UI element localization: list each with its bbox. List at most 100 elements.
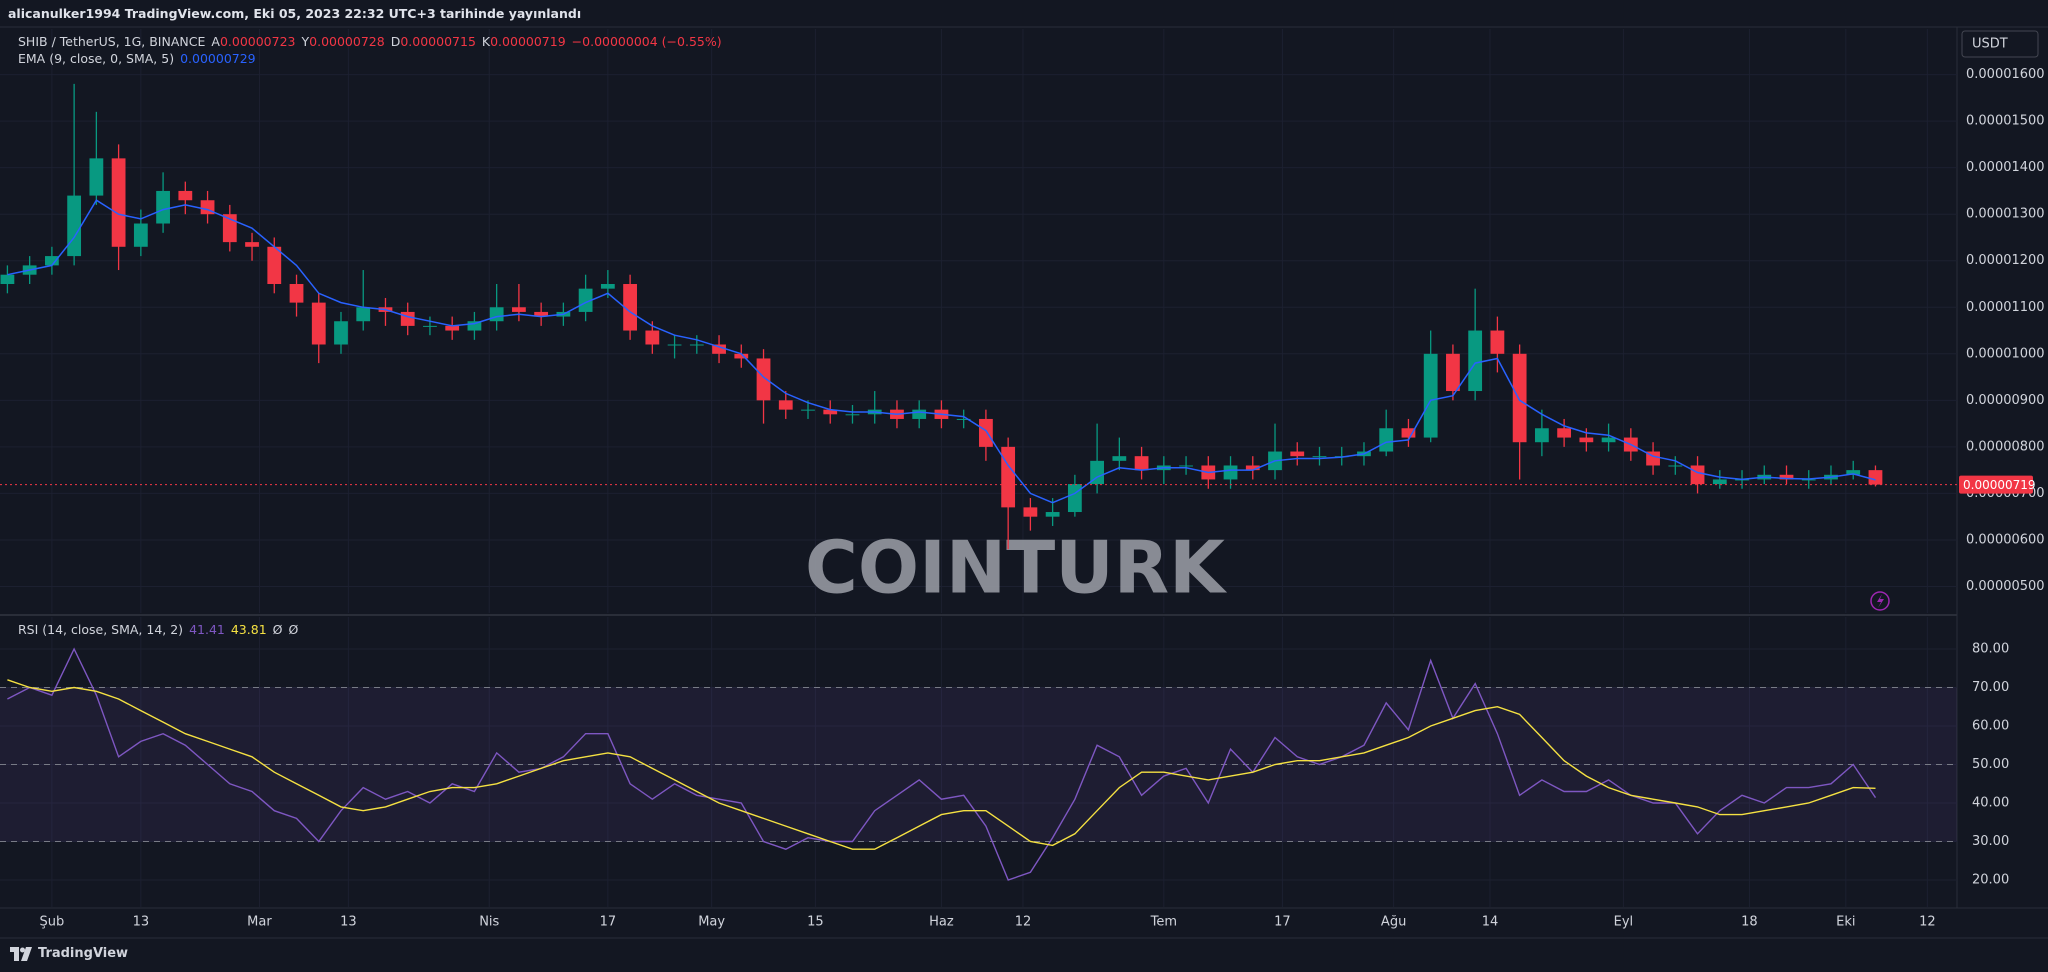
- y-tick-label: 50.00: [1972, 757, 2009, 772]
- candle-body: [1446, 353, 1460, 392]
- candle-body: [1668, 465, 1683, 467]
- candle-body: [845, 414, 860, 416]
- candle-body: [1468, 330, 1483, 392]
- y-tick-label: 0.00001100: [1966, 300, 2045, 315]
- y-tick-label: 20.00: [1972, 873, 2009, 888]
- candle-body: [578, 288, 593, 312]
- y-tick-label: 60.00: [1972, 718, 2009, 733]
- x-tick-label: Haz: [929, 915, 954, 930]
- ema-name: EMA (9, close, 0, SMA, 5): [18, 51, 175, 66]
- footer-brand: TradingView: [38, 946, 129, 961]
- candle-body: [267, 246, 282, 285]
- candle-body: [1801, 479, 1816, 481]
- x-tick-label: Eki: [1836, 915, 1855, 930]
- last-price-box: [1959, 475, 2033, 494]
- watermark: COINTURK: [805, 526, 1227, 610]
- candle-body: [311, 302, 326, 345]
- candle-body: [1112, 456, 1127, 461]
- currency-box[interactable]: [1961, 30, 2039, 58]
- candle-body: [1134, 456, 1149, 471]
- x-tick-label: 18: [1741, 915, 1758, 930]
- x-tick-label: 15: [807, 915, 824, 930]
- candle-body: [1090, 460, 1104, 485]
- x-tick-label: Tem: [1150, 915, 1177, 930]
- rsi-line: [7, 647, 1877, 881]
- candle-body: [356, 307, 371, 322]
- candle-body: [111, 158, 126, 247]
- x-tick-label: 17: [1274, 915, 1291, 930]
- candle-body: [1512, 353, 1527, 443]
- candle-body: [89, 158, 104, 196]
- y-tick-label: 0.00000600: [1966, 532, 2045, 547]
- x-tick-label: Eyl: [1614, 915, 1634, 930]
- y-tick-label: 30.00: [1972, 834, 2009, 849]
- candle-body: [1379, 428, 1394, 452]
- candle-body: [0, 274, 15, 285]
- candle-body: [1690, 465, 1705, 485]
- candle-body: [289, 284, 304, 303]
- candle-body: [222, 214, 237, 243]
- ohlc-value: 0.00000723: [219, 34, 296, 49]
- candle-body: [1423, 353, 1438, 438]
- y-tick-label: 80.00: [1972, 641, 2009, 656]
- ohlc-key: D: [390, 34, 401, 49]
- candle-body: [334, 321, 348, 345]
- x-tick-label: Ağu: [1381, 915, 1406, 930]
- y-tick-label: 0.00001000: [1966, 346, 2045, 361]
- candle-body: [1045, 512, 1060, 517]
- candle-body: [445, 325, 460, 331]
- candle-body: [1223, 465, 1238, 480]
- y-tick-label: 0.00001600: [1966, 67, 2045, 82]
- candle-body: [645, 330, 660, 345]
- y-tick-label: 0.00000900: [1966, 393, 2045, 408]
- candle-body: [623, 284, 637, 331]
- candle-body: [1779, 474, 1794, 480]
- candle-body: [1557, 428, 1572, 438]
- footer-logo: [10, 946, 32, 961]
- ohlc-key: A: [211, 34, 220, 49]
- candle-body: [1490, 330, 1505, 354]
- alert-bolt: [1877, 594, 1884, 608]
- candle-body: [734, 353, 749, 359]
- y-tick-label: 0.00001200: [1966, 253, 2045, 268]
- candle-body: [1712, 479, 1727, 485]
- y-tick-label: 0.00001500: [1966, 114, 2045, 129]
- candle-body: [956, 418, 971, 420]
- ema-line: [7, 199, 1876, 504]
- y-tick-label: 40.00: [1972, 796, 2009, 811]
- ohlc-key: Y: [301, 34, 310, 49]
- candle-body: [1312, 456, 1327, 458]
- candle-body: [1290, 451, 1305, 457]
- x-tick-label: Nis: [479, 915, 499, 930]
- x-tick-label: 12: [1919, 915, 1936, 930]
- y-tick-label: 0.00000500: [1966, 579, 2045, 594]
- candle-body: [44, 256, 59, 266]
- x-tick-label: 14: [1482, 915, 1499, 930]
- candle-body: [600, 284, 615, 289]
- x-tick-label: 17: [600, 915, 617, 930]
- footer: TradingView: [10, 946, 128, 961]
- ohlc-key: K: [481, 34, 491, 49]
- x-tick-label: 13: [133, 915, 150, 930]
- candle-body: [667, 344, 682, 346]
- legend-title: SHIB / TetherUS, 1G, BINANCE: [18, 34, 206, 49]
- candle-body: [1846, 470, 1861, 475]
- rsi-value: 41.41: [189, 622, 225, 637]
- candle-body: [1023, 507, 1038, 517]
- y-tick-label: 70.00: [1972, 680, 2009, 695]
- ohlc-value: 0.00000719: [490, 34, 566, 49]
- price-legend: SHIB / TetherUS, 1G, BINANCE A0.00000723 Y…: [18, 34, 728, 49]
- x-tick-label: May: [698, 915, 725, 930]
- rsi-value: 43.81: [230, 622, 267, 637]
- ohlc-value: 0.00000728: [309, 34, 385, 49]
- candle-body: [489, 307, 504, 322]
- candle-body: [133, 223, 148, 247]
- alert-icon[interactable]: [1870, 591, 1890, 611]
- x-tick-label: Mar: [247, 915, 272, 930]
- ohlc-value: 0.00000715: [400, 34, 476, 49]
- x-tick-label: 12: [1015, 915, 1032, 930]
- candle-body: [512, 307, 526, 312]
- candle-body: [423, 325, 437, 327]
- rsi-legend: RSI (14, close, SMA, 14, 2) 41.41 43.81 Ø Ø: [18, 622, 304, 637]
